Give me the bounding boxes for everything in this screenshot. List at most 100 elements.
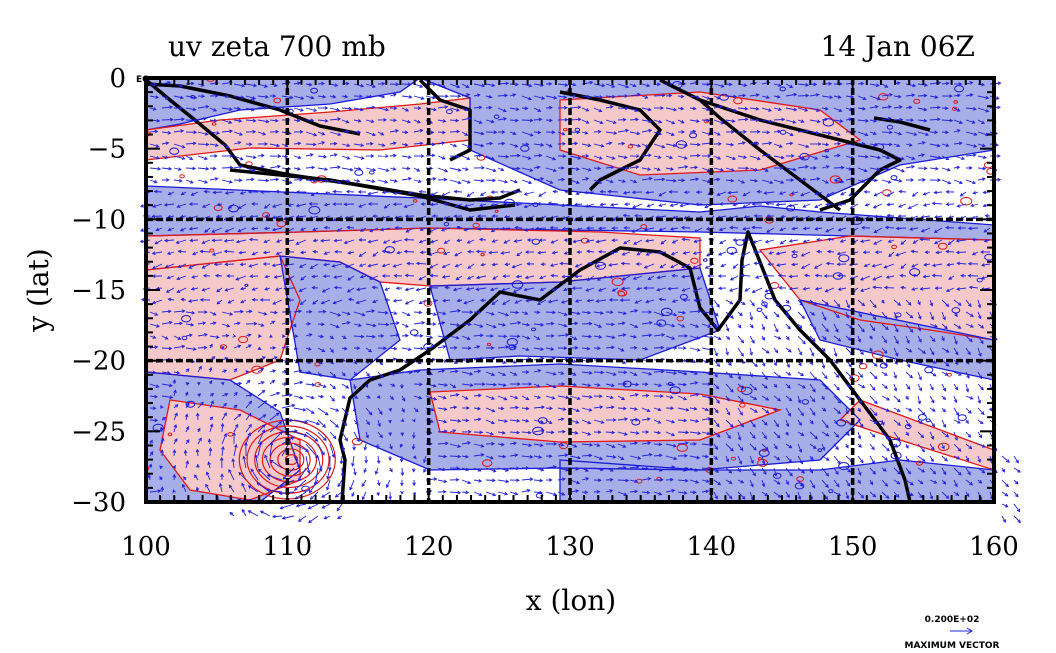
wind-vector	[233, 311, 244, 313]
wind-vector-arrowhead	[272, 301, 277, 305]
wind-vector	[737, 107, 748, 110]
wind-vector	[154, 239, 163, 245]
wind-vector-arrowhead	[257, 346, 262, 350]
wind-vector	[633, 239, 643, 245]
wind-vector-arrowhead	[431, 95, 436, 100]
wind-vector-arrowhead	[343, 240, 348, 245]
wind-vector	[173, 83, 183, 88]
wind-vector-arrowhead	[827, 131, 832, 135]
wind-vector	[838, 203, 847, 205]
wind-vector-arrowhead	[956, 108, 961, 112]
wind-vector-arrowhead	[692, 289, 697, 293]
wind-vector-arrowhead	[732, 265, 737, 269]
wind-vector-arrowhead	[188, 265, 193, 269]
wind-vector-arrowhead	[269, 334, 273, 338]
wind-vector-arrowhead	[671, 273, 676, 278]
wind-vector	[623, 191, 631, 194]
wind-vector	[173, 118, 185, 121]
wind-vector	[689, 310, 701, 313]
wind-vector-arrowhead	[658, 203, 663, 207]
wind-vector-arrowhead	[539, 275, 543, 280]
wind-vector-arrowhead	[332, 202, 337, 206]
wind-vector	[149, 311, 158, 316]
wind-vector	[152, 251, 163, 255]
wind-vector	[689, 371, 698, 375]
wind-vector-arrowhead	[356, 287, 361, 292]
wind-vector	[233, 131, 243, 136]
wind-vector	[365, 335, 375, 338]
wind-vector-arrowhead	[431, 142, 436, 147]
wind-vector-arrowhead	[395, 333, 400, 338]
wind-vector-arrowhead	[250, 107, 255, 112]
wind-vector-arrowhead	[741, 180, 746, 184]
wind-vector-arrowhead	[404, 142, 409, 147]
wind-vector-arrowhead	[379, 374, 384, 379]
wind-vector-arrowhead	[898, 204, 902, 208]
wind-vector	[526, 299, 535, 302]
small-contour	[828, 489, 834, 494]
wind-vector-arrowhead	[238, 250, 243, 255]
wind-vector-arrowhead	[529, 133, 534, 137]
wind-vector	[737, 142, 746, 145]
wind-vector-arrowhead	[670, 264, 675, 269]
wind-vector	[353, 155, 364, 160]
wind-vector-arrowhead	[480, 143, 485, 148]
wind-vector	[605, 335, 615, 339]
wind-vector-arrowhead	[924, 83, 929, 87]
small-contour	[976, 277, 983, 283]
wind-vector-arrowhead	[333, 153, 338, 157]
wind-vector-arrowhead	[525, 298, 530, 303]
wind-vector-arrowhead	[513, 239, 518, 243]
wind-vector	[359, 263, 367, 267]
wind-vector	[299, 263, 307, 268]
wind-vector	[353, 83, 364, 87]
wind-vector	[809, 93, 819, 97]
wind-vector-arrowhead	[370, 154, 375, 158]
wind-vector	[923, 191, 931, 196]
wind-vector	[881, 347, 888, 354]
wind-vector-arrowhead	[321, 348, 326, 352]
wind-vector-arrowhead	[751, 225, 756, 230]
contour-line-7	[758, 235, 994, 341]
wind-vector	[645, 239, 655, 242]
wind-vector	[934, 239, 943, 244]
wind-vector-arrowhead	[766, 214, 770, 218]
wind-vector-arrowhead	[385, 168, 390, 172]
wind-vector	[953, 299, 962, 306]
wind-vector	[317, 155, 327, 158]
wind-vector	[911, 287, 919, 291]
wind-vector-arrowhead	[502, 274, 507, 278]
wind-vector	[550, 263, 559, 267]
wind-vector-arrowhead	[787, 372, 792, 376]
wind-vector-arrowhead	[332, 385, 336, 390]
wind-vector-arrowhead	[313, 132, 318, 137]
wind-vector	[941, 155, 949, 160]
wind-vector	[548, 299, 559, 303]
small-contour	[169, 147, 180, 155]
wind-vector-arrowhead	[404, 130, 409, 135]
wind-vector-arrowhead	[408, 190, 413, 195]
wind-vector	[168, 298, 175, 301]
wind-vector-arrowhead	[801, 315, 806, 320]
wind-vector-arrowhead	[318, 373, 322, 378]
wind-vector-arrowhead	[429, 202, 434, 207]
small-contour	[791, 253, 798, 259]
wind-vector-arrowhead	[203, 345, 208, 350]
wind-vector-arrowhead	[480, 192, 484, 197]
small-contour	[238, 335, 249, 344]
small-contour	[494, 209, 499, 213]
wind-vector	[305, 166, 315, 169]
small-contour	[185, 400, 196, 408]
small-contour	[756, 307, 763, 312]
wind-vector-arrowhead	[731, 119, 736, 123]
wind-vector	[521, 95, 532, 100]
wind-vector-arrowhead	[464, 167, 469, 171]
wind-vector	[737, 155, 747, 159]
wind-vector-arrowhead	[873, 363, 878, 367]
small-contour	[829, 175, 841, 184]
wind-vector-arrowhead	[275, 177, 280, 182]
wind-vector-arrowhead	[837, 95, 842, 99]
wind-vector-arrowhead	[455, 118, 460, 123]
wind-vector-arrowhead	[505, 154, 510, 159]
wind-vector	[557, 95, 567, 98]
